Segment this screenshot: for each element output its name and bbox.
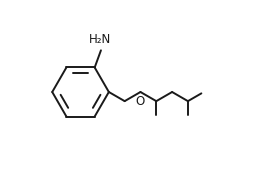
Text: H₂N: H₂N [89,33,111,46]
Text: O: O [136,95,145,108]
